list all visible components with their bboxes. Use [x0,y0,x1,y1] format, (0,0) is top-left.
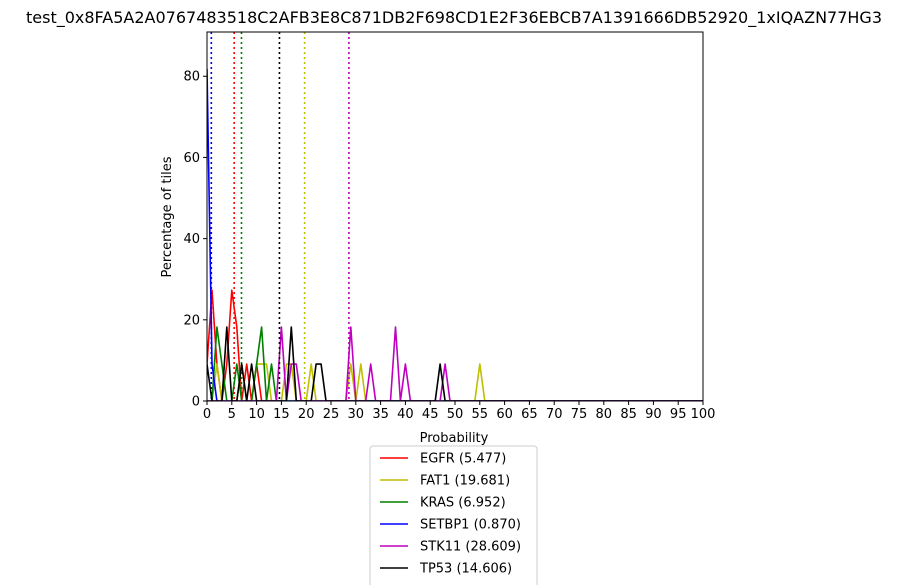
x-tick-label-3: 15 [273,407,290,422]
plot-area [207,32,703,401]
legend-label-2: KRAS (6.952) [420,496,506,511]
legend-label-5: TP53 (14.606) [419,562,512,577]
x-axis-label: Probability [420,431,489,446]
y-tick-label-0: 0 [192,395,200,410]
x-tick-label-11: 55 [472,407,489,422]
legend-label-0: EGFR (5.477) [420,452,506,467]
x-tick-label-1: 5 [228,407,236,422]
axes: 0 5 10 15 20 25 30 35 40 45 50 55 60 65 70 75 80 85 90 95 10… [183,31,716,422]
x-tick-label-5: 25 [323,407,340,422]
y-tick-label-2: 40 [183,232,200,247]
x-tick-label-2: 10 [248,407,265,422]
series-line-1 [207,363,703,401]
legend-frame [369,445,538,585]
y-axis-label: Percentage of tiles [160,156,175,277]
x-tick-label-8: 40 [397,407,414,422]
x-tick-label-17: 85 [620,407,637,422]
x-tick-label-20: 100 [691,407,716,422]
series-line-5 [207,326,703,401]
legend-label-4: STK11 (28.609) [420,540,521,555]
legend-label-3: SETBP1 (0.870) [420,518,521,533]
x-tick-label-9: 45 [422,407,439,422]
x-tick-label-14: 70 [546,407,563,422]
x-tick-label-15: 75 [571,407,588,422]
x-tick-label-0: 0 [203,407,211,422]
series-line-4 [207,326,703,401]
x-tick-label-18: 90 [645,407,662,422]
x-tick-label-7: 35 [372,407,389,422]
x-tick-label-12: 60 [496,407,513,422]
series-line-2 [207,326,703,401]
x-tick-label-10: 50 [447,407,464,422]
series-line-3 [207,68,703,401]
x-tick-label-6: 30 [348,407,365,422]
y-tick-label-4: 80 [183,70,200,85]
legend: EGFR (5.477) FAT1 (19.681) KRAS (6.952) SET… [369,445,538,585]
chart-title: test_0x8FA5A2A0767483518C2AFB3E8C871DB2F… [26,8,882,28]
x-tick-label-13: 65 [521,407,538,422]
x-tick-label-19: 95 [670,407,687,422]
y-tick-label-1: 20 [183,313,200,328]
axes-frame [206,31,704,402]
x-tick-label-16: 80 [596,407,613,422]
legend-label-1: FAT1 (19.681) [420,474,510,489]
y-tick-label-3: 60 [183,151,200,166]
x-tick-label-4: 20 [298,407,315,422]
